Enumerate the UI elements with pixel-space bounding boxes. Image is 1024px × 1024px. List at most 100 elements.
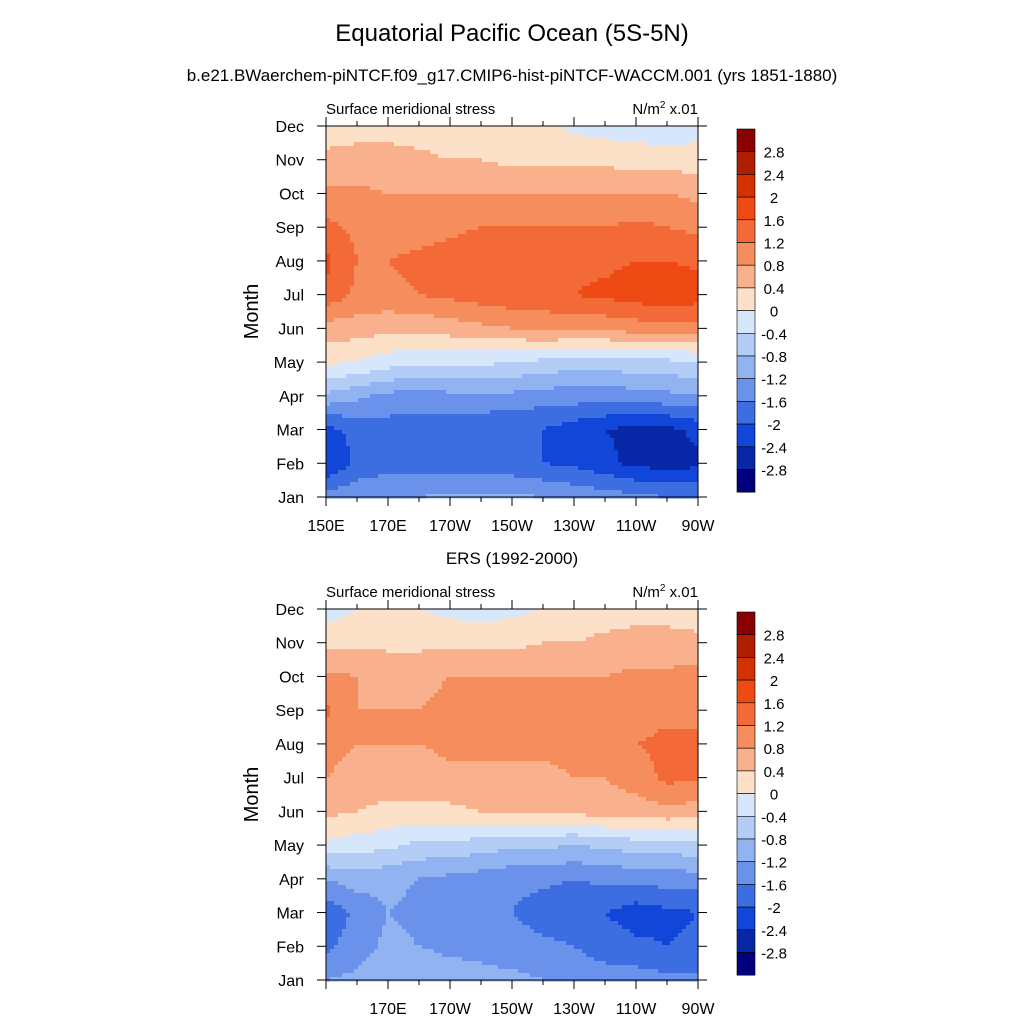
contour-cell [498,310,503,315]
contour-cell [674,302,679,307]
contour-cell [566,294,571,299]
contour-cell [574,170,579,175]
contour-cell [450,154,455,159]
contour-cell [386,142,391,147]
contour-cell [386,210,391,215]
contour-cell [478,138,483,143]
contour-cell [438,278,443,283]
contour-cell [542,134,547,139]
contour-cell [610,134,615,139]
contour-cell [622,222,627,227]
contour-cell [402,262,407,267]
contour-cell [462,270,467,275]
contour-cell [330,262,335,267]
contour-cell [434,334,439,339]
contour-cell [598,206,603,211]
contour-cell [630,134,635,139]
contour-cell [578,302,583,307]
contour-cell [354,254,359,259]
contour-cell [558,134,563,139]
contour-cell [590,234,595,239]
contour-cell [454,242,459,247]
contour-cell [606,250,611,255]
contour-cell [466,182,471,187]
contour-cell [678,178,683,183]
contour-cell [574,142,579,147]
contour-cell [582,234,587,239]
contour-cell [662,238,667,243]
contour-cell [650,158,655,163]
contour-cell [598,238,603,243]
contour-cell [386,254,391,259]
contour-cell [422,294,427,299]
contour-cell [422,198,427,203]
contour-cell [542,286,547,291]
contour-cell [670,158,675,163]
contour-cell [414,254,419,259]
contour-cell [542,318,547,323]
contour-cell [574,130,579,135]
contour-cell [426,142,431,147]
contour-cell [642,250,647,255]
contour-cell [638,126,643,131]
contour-cell [414,250,419,255]
contour-cell [690,266,695,271]
contour-cell [506,254,511,259]
contour-cell [530,150,535,155]
contour-cell [534,310,539,315]
contour-cell [570,178,575,183]
contour-cell [558,262,563,267]
contour-cell [390,214,395,219]
contour-cell [414,274,419,279]
contour-cell [578,206,583,211]
contour-cell [402,286,407,291]
contour-cell [506,258,511,263]
contour-cell [666,302,671,307]
contour-cell [498,222,503,227]
contour-cell [674,254,679,259]
contour-cell [662,182,667,187]
contour-cell [398,238,403,243]
contour-cell [546,262,551,267]
contour-cell [490,162,495,167]
contour-cell [610,166,615,171]
contour-cell [402,310,407,315]
contour-cell [542,190,547,195]
contour-cell [658,250,663,255]
contour-cell [438,322,443,327]
contour-cell [610,182,615,187]
contour-cell [390,182,395,187]
contour-cell [422,266,427,271]
contour-cell [498,270,503,275]
contour-cell [390,294,395,299]
contour-cell [494,162,499,167]
contour-cell [394,162,399,167]
contour-cell [594,154,599,159]
contour-cell [534,126,539,131]
contour-cell [438,302,443,307]
contour-cell [466,206,471,211]
contour-cell [614,146,619,151]
contour-cell [590,158,595,163]
contour-cell [466,186,471,191]
contour-cell [474,214,479,219]
contour-cell [382,214,387,219]
contour-cell [450,330,455,335]
contour-cell [506,334,511,339]
contour-cell [558,230,563,235]
contour-cell [578,242,583,247]
contour-cell [470,306,475,311]
contour-cell [650,322,655,327]
contour-cell [378,134,383,139]
contour-cell [590,330,595,335]
contour-cell [382,314,387,319]
contour-cell [438,138,443,143]
contour-cell [354,298,359,303]
contour-cell [466,138,471,143]
contour-cell [626,250,631,255]
contour-cell [582,146,587,151]
contour-cell [558,182,563,187]
contour-cell [554,254,559,259]
contour-cell [582,270,587,275]
contour-cell [482,190,487,195]
